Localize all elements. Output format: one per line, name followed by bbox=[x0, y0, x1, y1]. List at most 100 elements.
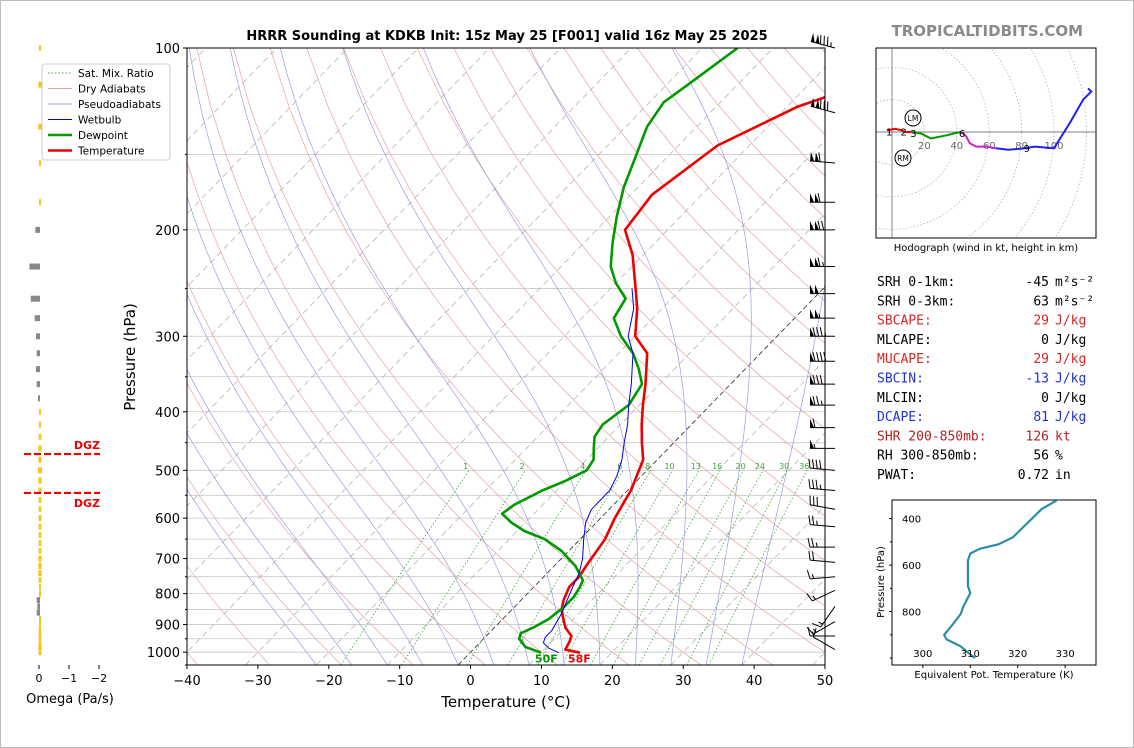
mixing-ratio-line bbox=[708, 470, 808, 665]
theta-e-profile: 300 310 320 330 400 600 800 bbox=[889, 499, 1097, 668]
dgz-label: DGZ bbox=[74, 497, 100, 510]
dry-adiabat-line bbox=[563, 48, 825, 344]
wind-barb-flag bbox=[815, 284, 819, 294]
wind-barb-feather bbox=[808, 479, 811, 489]
omega-bar bbox=[38, 515, 42, 522]
mixing-ratio-line bbox=[537, 470, 652, 665]
index-value: 0.72 bbox=[1018, 468, 1049, 483]
pseudoadiabat-line bbox=[187, 488, 317, 665]
wind-barb-feather bbox=[811, 551, 815, 561]
wind-barb-shaft bbox=[810, 467, 836, 471]
pseudoadiabat-line bbox=[422, 48, 639, 665]
theta-e-line bbox=[942, 500, 1060, 659]
theta-e-x-tick-label: 320 bbox=[1008, 649, 1027, 660]
dry-adiabat-line bbox=[343, 48, 825, 607]
pseudoadiabat-line bbox=[229, 48, 530, 665]
index-label: MLCIN: bbox=[877, 391, 924, 406]
omega-tick-label: 0 bbox=[36, 672, 43, 685]
isotherm-line bbox=[599, 432, 825, 665]
dry-adiabat-line bbox=[379, 48, 825, 562]
mixing-ratio-label: 13 bbox=[691, 462, 701, 471]
omega-bar bbox=[38, 649, 42, 656]
index-label: DCAPE: bbox=[877, 410, 924, 425]
mixing-ratio-line bbox=[466, 470, 587, 665]
wind-barb-feather bbox=[816, 396, 820, 406]
index-unit: m²s⁻² bbox=[1055, 275, 1094, 290]
wind-barb-feather bbox=[819, 375, 823, 385]
wind-barb bbox=[810, 418, 835, 429]
omega-bar bbox=[38, 123, 42, 130]
theta-e-y-tick-label: 600 bbox=[902, 561, 921, 572]
omega-bar bbox=[38, 562, 42, 569]
x-tick-label: −40 bbox=[173, 674, 200, 689]
pseudoadiabat-line bbox=[529, 48, 688, 665]
temperature-profile-line bbox=[560, 95, 825, 654]
mixing-ratio-line bbox=[401, 470, 526, 665]
wind-barb-feather bbox=[806, 569, 811, 580]
omega-bar bbox=[38, 577, 42, 584]
mixing-ratio-line bbox=[613, 470, 721, 665]
omega-bar bbox=[38, 433, 42, 440]
mixing-ratio-line bbox=[686, 470, 788, 665]
wind-barb-feather bbox=[811, 479, 815, 489]
omega-bar bbox=[38, 632, 42, 639]
dry-adiabat-line bbox=[187, 476, 342, 665]
legend-label: Dewpoint bbox=[78, 130, 128, 142]
wind-barb-flag bbox=[810, 193, 814, 203]
index-label: SBCAPE: bbox=[877, 314, 932, 329]
wind-barb-flag bbox=[810, 352, 814, 362]
legend-label: Sat. Mix. Ratio bbox=[78, 68, 154, 80]
mixing-ratio-line bbox=[340, 470, 470, 665]
wind-barb bbox=[808, 550, 836, 563]
wind-barb-feather bbox=[815, 459, 818, 469]
index-label: SBCIN: bbox=[877, 372, 924, 387]
y-tick-label: 700 bbox=[155, 553, 180, 568]
dry-adiabat-line bbox=[187, 382, 414, 665]
omega-bar bbox=[39, 621, 41, 628]
wind-barb-flag bbox=[810, 284, 814, 294]
wind-barb-half-feather bbox=[824, 331, 827, 337]
wind-barb-shaft bbox=[813, 636, 836, 650]
legend-label: Pseudoadiabats bbox=[78, 99, 161, 111]
mixing-ratio-label: 8 bbox=[645, 462, 650, 471]
wind-barb bbox=[810, 151, 836, 164]
wind-barb-flag bbox=[815, 34, 820, 44]
surface-temperature-label: 58F bbox=[568, 653, 591, 666]
mixing-ratio-label: 20 bbox=[736, 462, 746, 471]
theta-e-panel: 300 310 320 330 400 600 800 Equivalent Pot. Te… bbox=[876, 499, 1097, 681]
wind-barb-flag bbox=[810, 327, 814, 337]
wind-barb bbox=[807, 538, 835, 548]
wind-barb-feather bbox=[823, 352, 827, 362]
wind-barb-feather bbox=[811, 515, 815, 525]
dry-adiabat-line bbox=[187, 565, 270, 665]
mixing-ratio-line bbox=[507, 470, 624, 665]
wind-barb-shaft bbox=[810, 504, 836, 510]
wind-barb-feather bbox=[812, 418, 816, 428]
index-value: 29 bbox=[1033, 352, 1049, 367]
wind-barb bbox=[810, 352, 835, 362]
wind-barb-half-feather bbox=[818, 313, 821, 319]
isotherm-line bbox=[386, 213, 825, 665]
wind-barb bbox=[810, 97, 836, 114]
storm-motion-label: RM bbox=[897, 154, 909, 163]
legend-box bbox=[41, 63, 171, 161]
index-unit: kt bbox=[1055, 429, 1071, 444]
mixing-ratio-line bbox=[561, 470, 673, 665]
x-tick-label: 10 bbox=[533, 674, 550, 689]
omega-bar bbox=[38, 395, 40, 402]
dry-adiabat-line bbox=[453, 48, 825, 473]
theta-e-y-tick-label: 800 bbox=[902, 608, 921, 619]
dry-adiabat-line bbox=[600, 48, 825, 302]
omega-bar bbox=[36, 381, 40, 388]
hodograph-height-label: 3 bbox=[910, 129, 916, 140]
mixing-ratio-label: 16 bbox=[712, 462, 722, 471]
legend-label: Temperature bbox=[77, 146, 145, 158]
wind-barb-feather bbox=[812, 352, 816, 362]
wind-barb-half-feather bbox=[818, 621, 823, 625]
wind-barb-feather bbox=[812, 396, 816, 406]
hodograph-caption: Hodograph (wind in kt, height in km) bbox=[894, 243, 1079, 254]
wind-barb bbox=[806, 589, 836, 602]
isotherm-line bbox=[316, 140, 825, 665]
